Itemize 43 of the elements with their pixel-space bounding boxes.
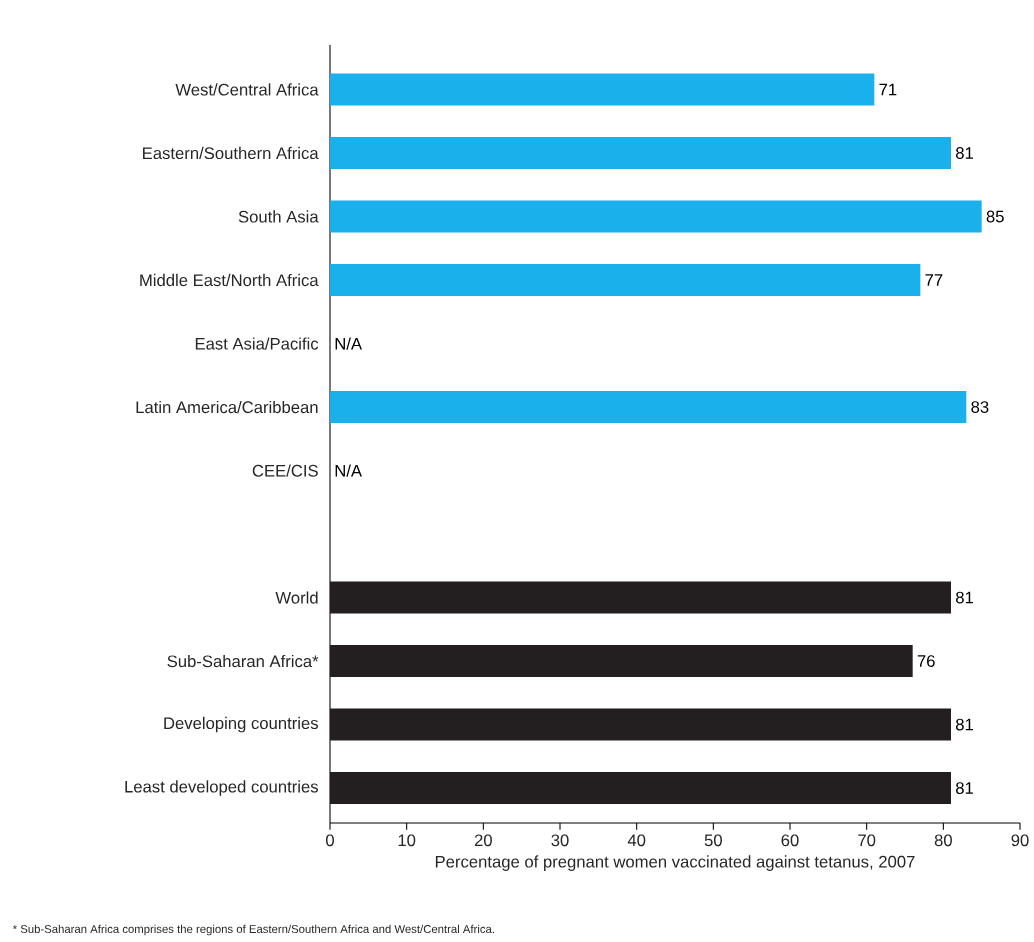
y-tick-label: Sub-Saharan Africa* bbox=[167, 654, 319, 668]
y-tick-label: Developing countries bbox=[164, 716, 318, 733]
data-label: 77 bbox=[925, 274, 943, 286]
data-label: 81 bbox=[956, 147, 973, 159]
bar bbox=[330, 200, 982, 233]
bar bbox=[330, 645, 913, 678]
bar bbox=[330, 73, 875, 106]
x-tick-label: 10 bbox=[398, 834, 416, 847]
y-tick-label: East Asia/Pacific bbox=[195, 337, 319, 350]
data-label: 83 bbox=[971, 401, 989, 413]
text: N/A bbox=[335, 464, 363, 477]
data-label: 76 bbox=[917, 655, 935, 667]
x-tick-label: 50 bbox=[704, 834, 722, 847]
y-tick-label: CEE/CIS bbox=[252, 464, 318, 477]
bar bbox=[330, 772, 952, 805]
data-label: 71 bbox=[879, 83, 897, 96]
bar bbox=[330, 136, 952, 169]
x-tick-label: 60 bbox=[781, 834, 799, 847]
x-tick-label: 90 bbox=[1011, 834, 1029, 847]
text: N/A bbox=[335, 337, 363, 350]
bar bbox=[330, 708, 952, 741]
x-tick-label: 0 bbox=[326, 834, 334, 847]
y-tick-label: Latin America/Caribbean bbox=[136, 400, 318, 414]
y-tick-label: West/Central Africa bbox=[175, 83, 319, 96]
x-tick-label: 80 bbox=[934, 834, 952, 847]
bar bbox=[330, 391, 967, 424]
y-tick-label: Eastern/Southern Africa bbox=[143, 146, 319, 160]
text: * Sub-Saharan Africa comprises the regions of Eastern/Southern Africa and West/Central Africa. bbox=[12, 924, 494, 936]
y-tick-label: South Asia bbox=[238, 210, 319, 223]
bar bbox=[330, 581, 952, 614]
x-tick-label: 70 bbox=[858, 834, 876, 847]
x-tick-label: 20 bbox=[474, 834, 492, 847]
data-label: 81 bbox=[956, 782, 973, 794]
data-label: 85 bbox=[986, 210, 1004, 223]
y-tick-label: World bbox=[275, 591, 318, 604]
x-axis-title: Percentage of pregnant women vaccinated against tetanus, 2007 bbox=[435, 855, 915, 871]
bar bbox=[330, 264, 921, 296]
y-tick-label: Least developed countries bbox=[125, 780, 318, 796]
y-tick-label: Middle East/North Africa bbox=[140, 273, 319, 287]
data-label: 81 bbox=[956, 718, 973, 731]
x-tick-label: 40 bbox=[627, 834, 646, 847]
data-label: 81 bbox=[956, 591, 973, 604]
x-tick-label: 30 bbox=[551, 834, 569, 847]
